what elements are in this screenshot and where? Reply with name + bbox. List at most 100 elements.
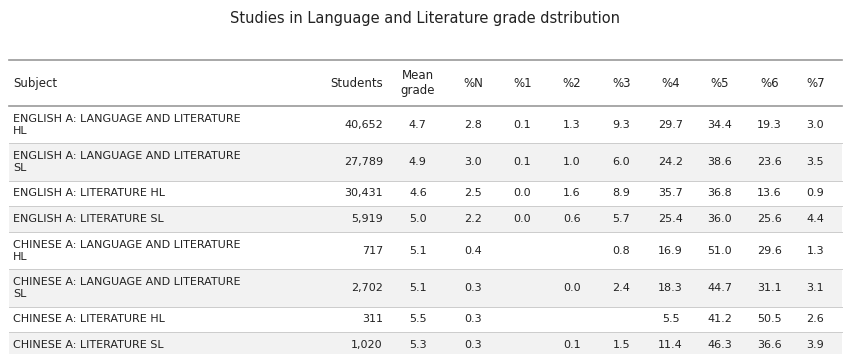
Text: 30,431: 30,431 [345,188,383,199]
Text: 2.5: 2.5 [465,188,482,199]
Text: 2.4: 2.4 [612,283,631,293]
Text: 0.1: 0.1 [514,120,531,130]
Bar [9,307,842,332]
Text: 16.9: 16.9 [658,246,683,256]
Text: 5.5: 5.5 [662,314,679,325]
Text: 41.2: 41.2 [707,314,733,325]
Text: 29.7: 29.7 [658,120,683,130]
Text: %7: %7 [806,77,825,90]
Text: %N: %N [463,77,483,90]
Text: 36.8: 36.8 [707,188,733,199]
Text: %6: %6 [760,77,779,90]
Text: 9.3: 9.3 [613,120,630,130]
Text: 5,919: 5,919 [351,214,383,224]
Text: 29.6: 29.6 [757,246,782,256]
Text: %1: %1 [513,77,532,90]
Text: %4: %4 [661,77,680,90]
Text: 2,702: 2,702 [351,283,383,293]
Text: 311: 311 [362,314,383,325]
Text: 0.3: 0.3 [465,283,482,293]
Text: 36.6: 36.6 [757,340,781,350]
Text: Mean
grade: Mean grade [401,69,435,97]
Text: %3: %3 [612,77,631,90]
Text: 19.3: 19.3 [757,120,782,130]
Text: 50.5: 50.5 [757,314,781,325]
Text: 2.8: 2.8 [464,120,483,130]
Bar [9,269,842,307]
Text: 0.6: 0.6 [563,214,580,224]
Text: 51.0: 51.0 [708,246,732,256]
Text: 1.3: 1.3 [563,120,580,130]
Text: 23.6: 23.6 [757,157,782,167]
Text: 38.6: 38.6 [707,157,733,167]
Text: 11.4: 11.4 [658,340,683,350]
Text: 3.9: 3.9 [807,340,824,350]
Text: 1,020: 1,020 [351,340,383,350]
Text: 34.4: 34.4 [707,120,733,130]
Bar [9,181,842,206]
Text: ENGLISH A: LITERATURE SL: ENGLISH A: LITERATURE SL [13,214,163,224]
Text: 2.2: 2.2 [464,214,483,224]
Text: CHINESE A: LANGUAGE AND LITERATURE
SL: CHINESE A: LANGUAGE AND LITERATURE SL [13,277,240,299]
Text: 5.1: 5.1 [409,246,426,256]
Text: ENGLISH A: LITERATURE HL: ENGLISH A: LITERATURE HL [13,188,165,199]
Bar [9,232,842,269]
Text: 8.9: 8.9 [612,188,631,199]
Text: 31.1: 31.1 [757,283,781,293]
Text: 24.2: 24.2 [658,157,683,167]
Bar [9,143,842,181]
Text: ENGLISH A: LANGUAGE AND LITERATURE
SL: ENGLISH A: LANGUAGE AND LITERATURE SL [13,151,240,173]
Text: 3.5: 3.5 [807,157,824,167]
Text: 27,789: 27,789 [344,157,383,167]
Text: ENGLISH A: LANGUAGE AND LITERATURE
HL: ENGLISH A: LANGUAGE AND LITERATURE HL [13,114,240,136]
Text: CHINESE A: LITERATURE HL: CHINESE A: LITERATURE HL [13,314,164,325]
Bar [9,206,842,232]
Text: 1.0: 1.0 [563,157,580,167]
Text: 25.4: 25.4 [658,214,683,224]
Text: 0.3: 0.3 [465,340,482,350]
Text: 1.5: 1.5 [613,340,630,350]
Text: Subject: Subject [13,77,57,90]
Text: 35.7: 35.7 [658,188,683,199]
Text: 5.7: 5.7 [613,214,630,224]
Text: 4.6: 4.6 [409,188,426,199]
Text: 3.0: 3.0 [465,157,482,167]
Text: 44.7: 44.7 [707,283,733,293]
Text: 1.3: 1.3 [807,246,824,256]
Text: 717: 717 [362,246,383,256]
Text: 5.5: 5.5 [409,314,426,325]
Text: 0.9: 0.9 [807,188,824,199]
Text: 40,652: 40,652 [344,120,383,130]
Text: 5.3: 5.3 [409,340,426,350]
Bar [9,106,842,143]
Text: 1.6: 1.6 [563,188,580,199]
Text: 4.7: 4.7 [408,120,427,130]
Text: CHINESE A: LANGUAGE AND LITERATURE
HL: CHINESE A: LANGUAGE AND LITERATURE HL [13,240,240,262]
Text: %2: %2 [563,77,581,90]
Text: 46.3: 46.3 [707,340,733,350]
Text: 36.0: 36.0 [708,214,732,224]
Text: 25.6: 25.6 [757,214,782,224]
Text: 0.0: 0.0 [514,188,531,199]
Text: 0.0: 0.0 [563,283,580,293]
Text: 0.0: 0.0 [514,214,531,224]
Text: 4.9: 4.9 [408,157,427,167]
Text: 0.1: 0.1 [514,157,531,167]
Text: 3.0: 3.0 [807,120,824,130]
Text: 13.6: 13.6 [757,188,781,199]
Text: 4.4: 4.4 [806,214,825,224]
Text: 18.3: 18.3 [658,283,683,293]
Text: 0.3: 0.3 [465,314,482,325]
Text: 0.4: 0.4 [465,246,482,256]
Text: 3.1: 3.1 [807,283,824,293]
Text: 0.1: 0.1 [563,340,580,350]
Text: %5: %5 [711,77,729,90]
Text: Studies in Language and Literature grade dstribution: Studies in Language and Literature grade… [231,11,620,25]
Text: CHINESE A: LITERATURE SL: CHINESE A: LITERATURE SL [13,340,163,350]
Text: 5.0: 5.0 [409,214,426,224]
Bar [9,332,842,354]
Text: 5.1: 5.1 [409,283,426,293]
Text: 2.6: 2.6 [807,314,824,325]
Text: Students: Students [330,77,383,90]
Text: 6.0: 6.0 [613,157,630,167]
